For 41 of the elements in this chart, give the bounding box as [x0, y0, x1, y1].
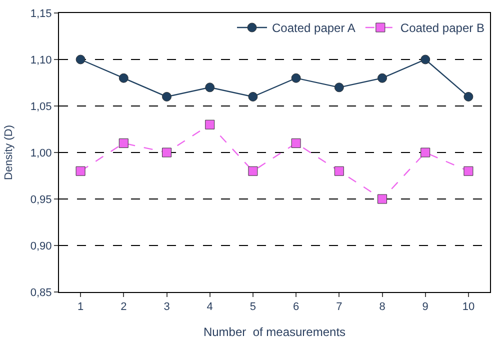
point: [378, 194, 387, 204]
point: [464, 166, 474, 176]
point: [118, 73, 128, 83]
y-tick-label: 1,15: [30, 8, 52, 20]
x-axis-title: Number of measurements: [203, 325, 346, 340]
x-tick-label: 7: [336, 301, 342, 314]
point: [76, 54, 86, 64]
point: [291, 73, 301, 83]
x-tick-label: 3: [164, 301, 170, 314]
point: [464, 92, 474, 102]
x-tick-label: 2: [120, 301, 127, 314]
point: [76, 166, 86, 176]
x-tick-label: 5: [250, 301, 256, 314]
point: [205, 82, 215, 92]
point: [334, 82, 344, 92]
x-tick-label: 10: [462, 301, 475, 314]
point: [118, 138, 128, 148]
legend-label: Coated paper B: [400, 21, 484, 36]
point: [248, 166, 258, 176]
legend-label: Coated paper A: [272, 21, 356, 36]
x-tick-label: 9: [422, 301, 428, 314]
point: [420, 54, 430, 64]
point: [162, 92, 172, 102]
point: [248, 92, 258, 102]
y-tick-label: 1,05: [30, 100, 52, 113]
point: [420, 148, 430, 158]
point: [378, 73, 387, 83]
y-tick-label: 0,90: [30, 240, 52, 252]
y-tick-label: 1,00: [30, 147, 52, 160]
x-tick-label: 6: [292, 301, 300, 314]
x-tick-label: 4: [206, 301, 213, 314]
point: [162, 148, 172, 158]
y-tick-label: 0,85: [30, 286, 52, 299]
x-tick-label: 8: [379, 301, 386, 314]
y-axis-title: Density (D): [3, 124, 16, 180]
point: [334, 166, 344, 176]
point: [291, 138, 301, 148]
y-tick-label: 0,95: [30, 194, 52, 206]
point: [205, 120, 215, 130]
y-tick-label: 1,10: [30, 54, 52, 66]
x-tick-label: 1: [77, 301, 84, 314]
